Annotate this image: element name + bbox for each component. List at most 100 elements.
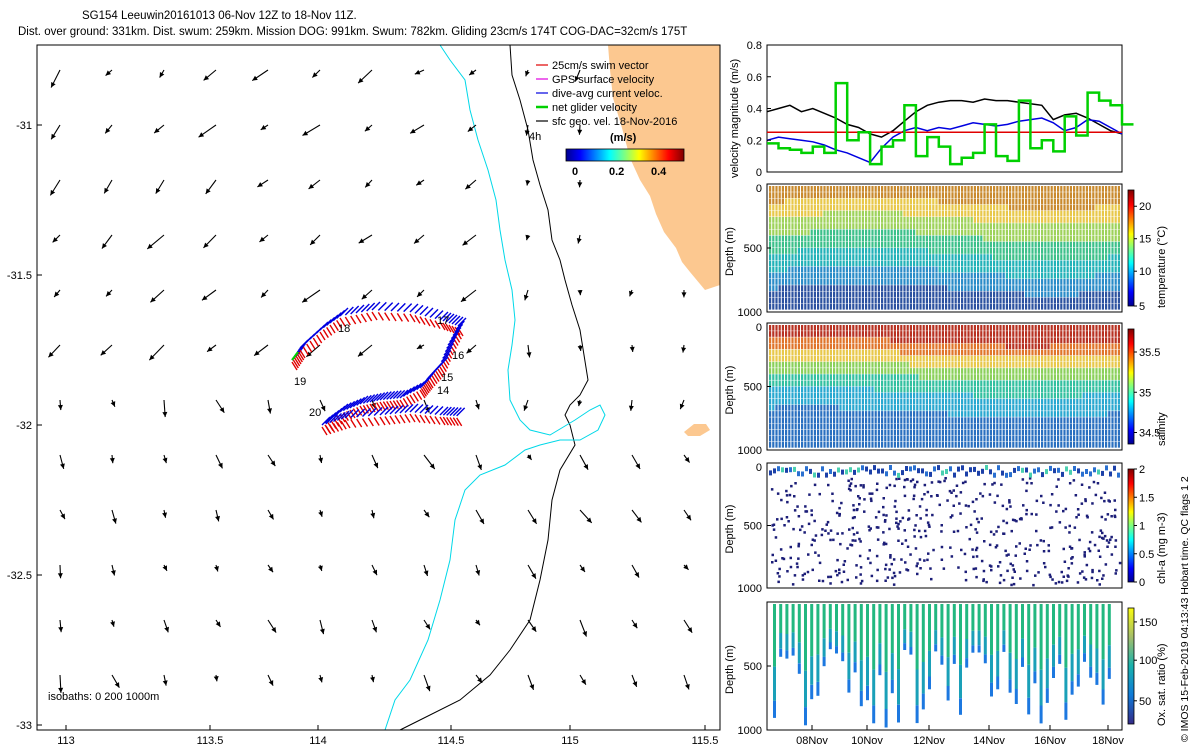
salinity-cell [900,398,903,405]
salinity-cell [935,374,938,380]
salinity-cell [1002,374,1005,380]
salinity-cell [932,325,935,331]
temperature-cell [916,241,919,248]
salinity-cell [986,380,989,387]
salinity-cell [791,331,794,337]
surface-velocity-arrow [111,674,120,688]
salinity-cell [1076,435,1079,442]
salinity-cell [1018,331,1021,337]
chlorophyll-sample [1074,494,1078,497]
temperature-cell [849,266,852,273]
salinity-cell [948,398,951,405]
salinity-cell [1111,337,1114,344]
temperature-cell [967,266,970,273]
temperature-cell [772,235,775,242]
salinity-cell [804,429,807,436]
temperature-cell [1053,248,1056,254]
temperature-cell [1057,254,1060,260]
temperature-cell [1073,254,1076,260]
surface-velocity-arrow [423,454,436,470]
salinity-cell [932,331,935,337]
salinity-cell [874,429,877,436]
salinity-cell [1098,361,1101,368]
salinity-cell [1015,368,1018,374]
salinity-cell [890,392,893,399]
salinity-cell [1117,343,1120,350]
day-label: 18 [338,323,350,335]
temperature-cell [807,260,810,267]
temperature-cell [813,266,816,273]
salinity-cell [938,343,941,350]
salinity-cell [858,337,861,344]
temperature-cell [929,285,932,291]
temperature-cell [967,260,970,267]
salinity-cell [996,380,999,387]
salinity-cell [957,374,960,380]
salinity-cell [833,337,836,344]
temperature-cell [1005,291,1008,298]
temperature-cell [813,217,816,223]
salinity-cell [938,392,941,399]
salinity-cell [820,435,823,442]
salinity-cell [833,435,836,442]
temperature-cell [1098,217,1101,223]
salinity-cell [932,337,935,344]
salinity-cell [909,429,912,436]
salinity-cell [1050,355,1053,362]
salinity-cell [970,392,973,399]
temperature-cell [932,241,935,248]
temperature-cell [858,260,861,267]
temperature-cell [973,229,976,236]
temperature-cell [1095,248,1098,254]
temperature-cell [922,198,925,205]
temperature-cell [945,254,948,260]
salinity-cell [1111,392,1114,399]
temperature-cell [951,272,954,279]
temperature-cell [1101,303,1104,310]
salinity-cell [1037,368,1040,374]
temperature-cell [1079,235,1082,242]
temperature-cell [977,210,980,217]
salinity-cell [913,374,916,380]
salinity-cell [836,392,839,399]
salinity-cell [977,398,980,405]
swim-vector [350,419,357,428]
salinity-cell [842,337,845,344]
surface-velocity-arrow [50,69,61,88]
temperature-cell [951,217,954,223]
temperature-cell [817,235,820,242]
net-glider-velocity [291,351,299,361]
salinity-cell [1095,380,1098,387]
temperature-cell [769,229,772,236]
salinity-cell [868,423,871,430]
salinity-cell [874,355,877,362]
salinity-cell [945,398,948,405]
temperature-cell [916,272,919,279]
temperature-cell [804,217,807,223]
salinity-cell [1085,392,1088,399]
temperature-cell [1021,285,1024,291]
salinity-cell [967,380,970,387]
temperature-cell [804,223,807,229]
salinity-cell [781,441,784,448]
salinity-cell [833,404,836,411]
temperature-cell [881,235,884,242]
salinity-cell [935,441,938,448]
salinity-cell [785,411,788,417]
temperature-cell [807,223,810,229]
current-velocity-vector [373,407,383,416]
temperature-cell [999,241,1002,248]
surface-velocity-arrow [579,509,593,524]
temperature-cell [1076,198,1079,205]
surface-velocity-arrow [679,399,685,410]
temperature-cell [833,198,836,205]
temperature-cell [877,235,880,242]
temperature-cell [980,260,983,267]
map-ytick-label: -31 [16,120,32,132]
salinity-cell [1082,417,1085,424]
surface-velocity-arrow [629,289,634,297]
current-velocity-vector [424,405,434,414]
temperature-cell [855,210,858,217]
temperature-cell [874,272,877,279]
salinity-cell [948,411,951,417]
